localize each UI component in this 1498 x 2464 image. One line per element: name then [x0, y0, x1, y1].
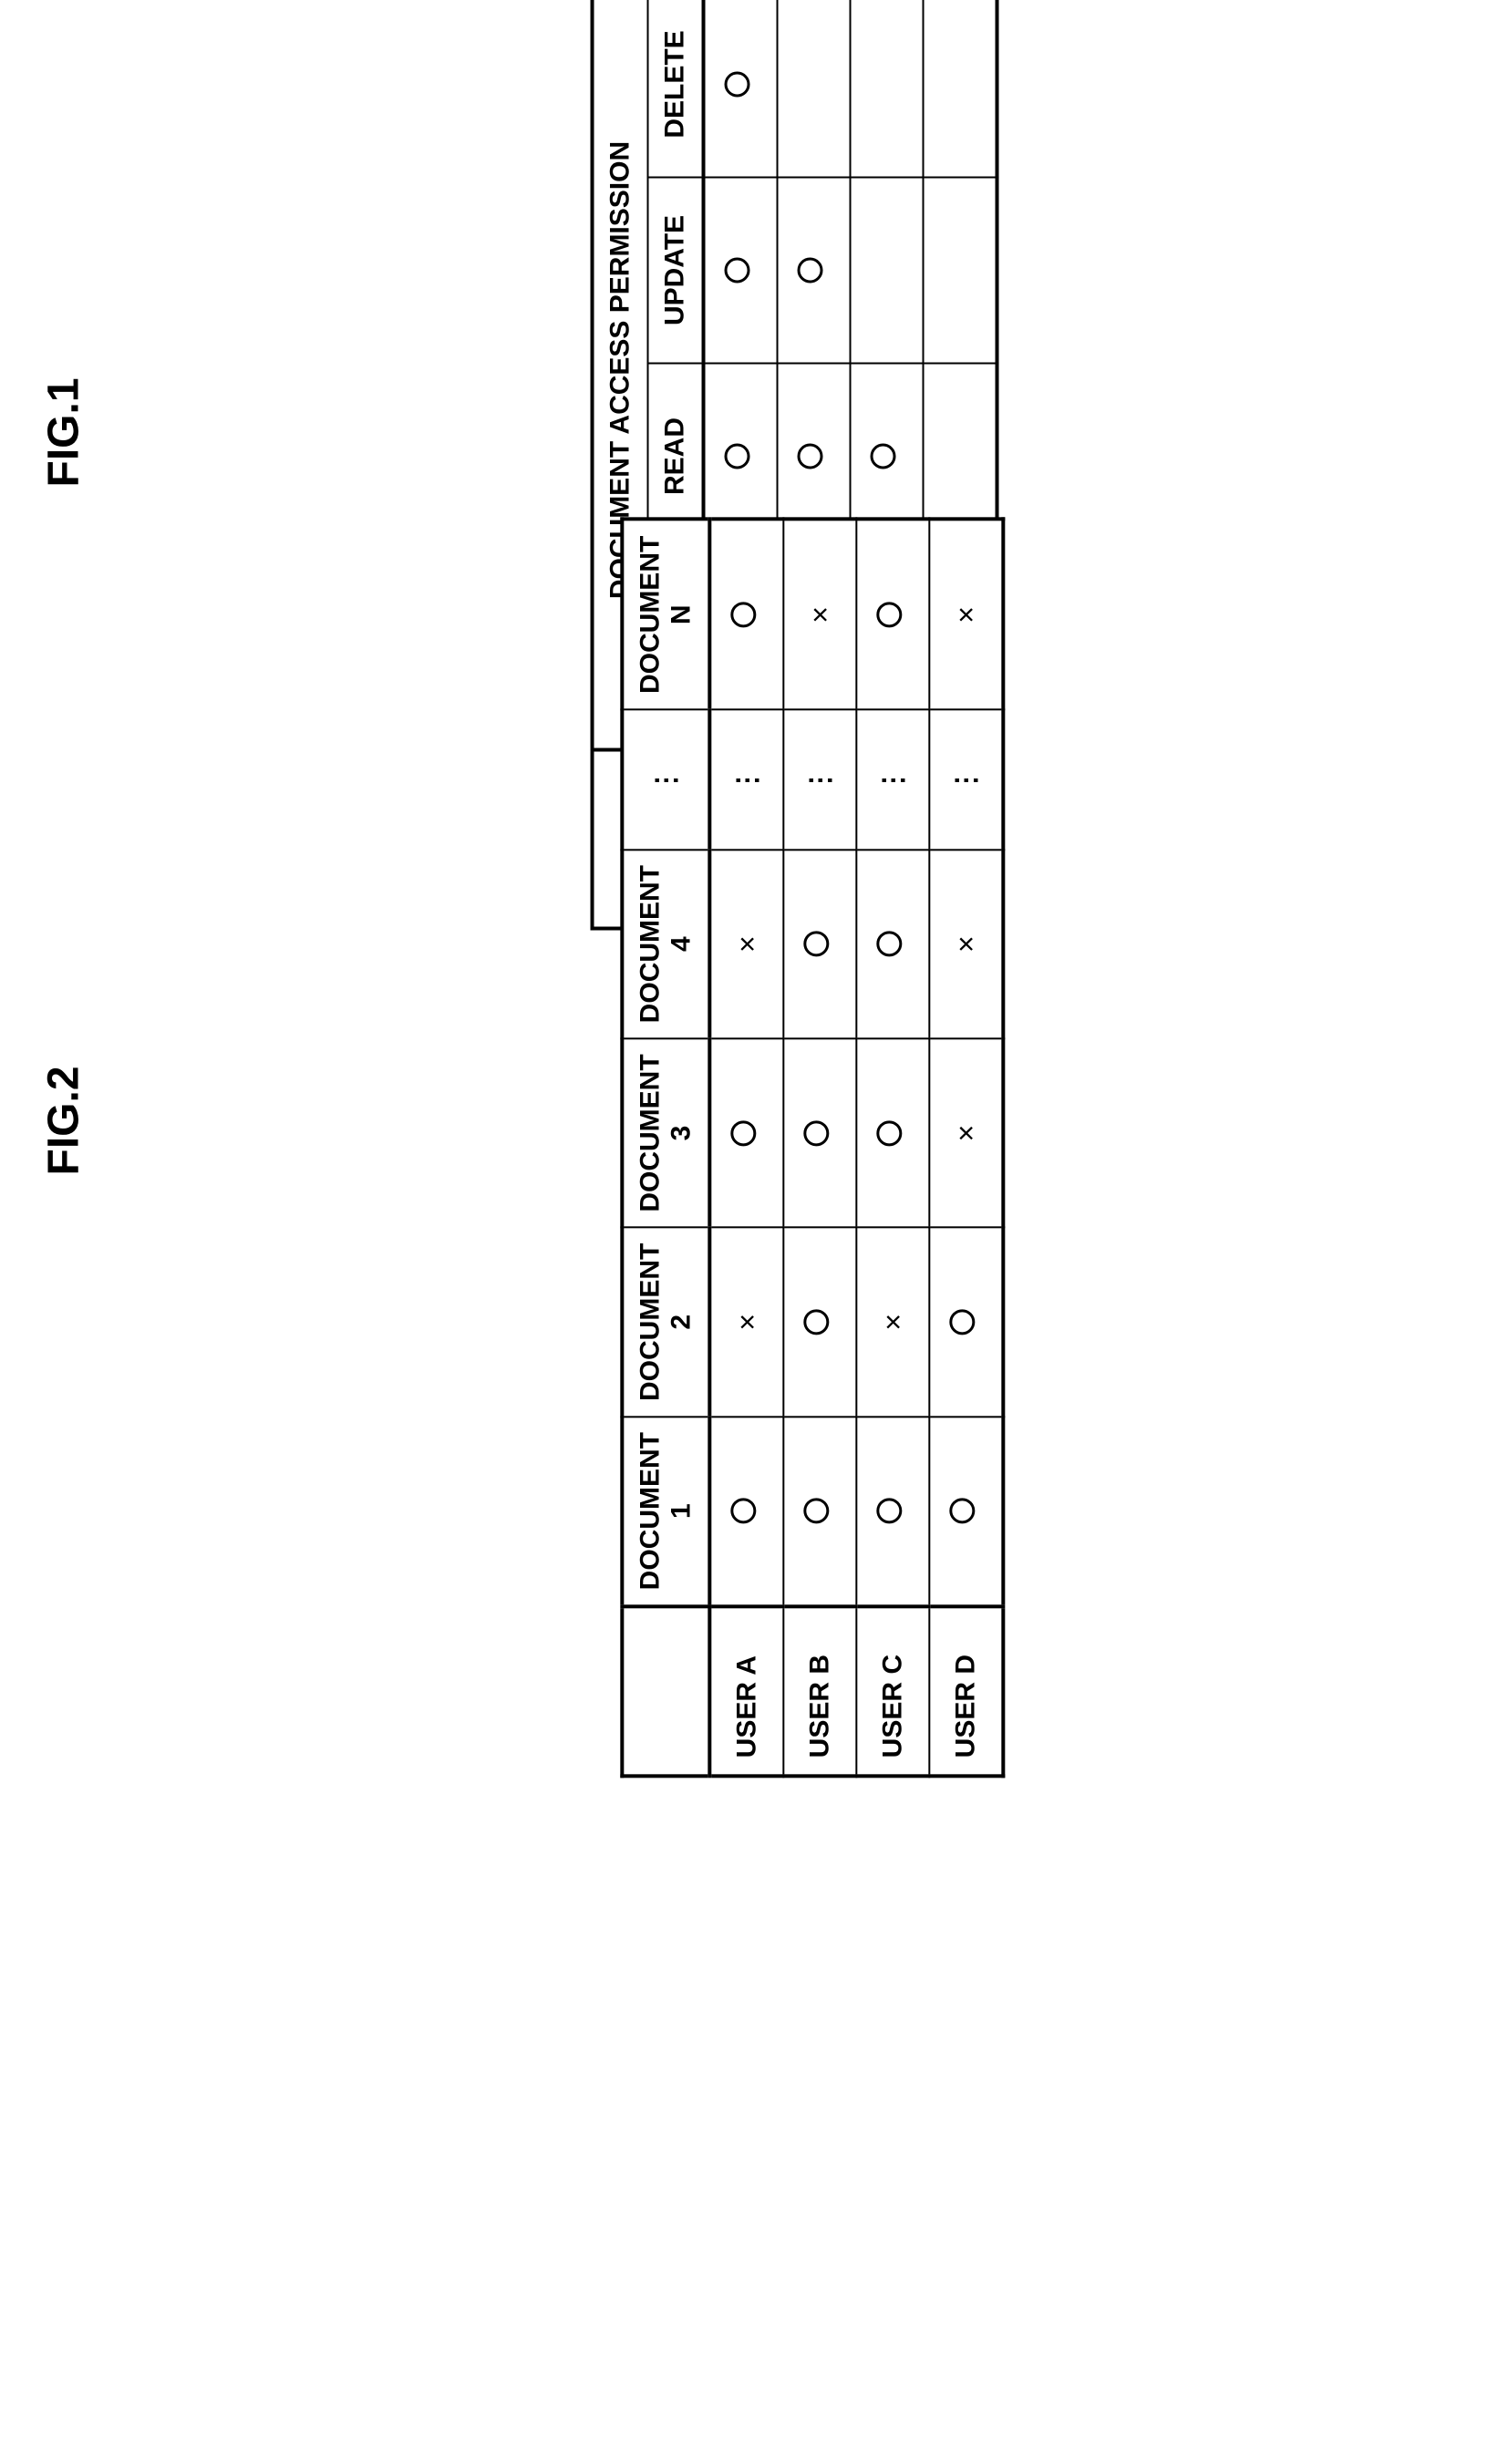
- fig2-cell: ×: [709, 1228, 783, 1417]
- fig1-cell: [924, 177, 997, 363]
- fig1-cell: [778, 177, 851, 363]
- fig2-col-4: ⋮: [622, 709, 709, 850]
- fig2-cell: ⋮: [783, 709, 856, 850]
- fig2-cell: ×: [856, 1228, 929, 1417]
- fig2-cell: [929, 1417, 1003, 1606]
- fig2-corner: [622, 1606, 709, 1776]
- table-row: USER D × × ⋮ ×: [929, 520, 1003, 1777]
- fig2-cell: [783, 1417, 856, 1606]
- circle-icon: [725, 443, 750, 469]
- fig2-col-4-text: ⋮: [651, 765, 681, 794]
- fig2-cell: ×: [929, 520, 1003, 709]
- circle-icon: [798, 443, 823, 469]
- fig2-col-1: DOCUMENT2: [622, 1228, 709, 1417]
- circle-icon: [803, 1499, 829, 1524]
- fig2-user: USER D: [929, 1606, 1003, 1776]
- fig1-cell: [778, 0, 851, 177]
- circle-icon: [725, 71, 750, 97]
- figure-2: FIG.2 DOCUMENT1 DOCUMENT2 DOCUMENT3 DOCU…: [36, 955, 1462, 1340]
- circle-icon: [798, 257, 823, 283]
- circle-icon: [949, 1499, 975, 1524]
- fig2-col-5-text: DOCUMENTN: [635, 536, 696, 694]
- fig2-cell: [856, 1417, 929, 1606]
- fig2-cell: [709, 1038, 783, 1227]
- circle-icon: [803, 1120, 829, 1146]
- fig2-cell: ×: [783, 520, 856, 709]
- fig2-user: USER B: [783, 1606, 856, 1776]
- fig2-cell: [783, 1228, 856, 1417]
- circle-icon: [730, 1499, 756, 1524]
- fig2-cell: ⋮: [856, 709, 929, 850]
- circle-icon: [876, 932, 902, 957]
- fig2-cell: ×: [929, 850, 1003, 1038]
- fig2-table: DOCUMENT1 DOCUMENT2 DOCUMENT3 DOCUMENT4 …: [620, 518, 1005, 1778]
- fig1-col-2: UPDATE: [648, 177, 704, 363]
- circle-icon: [725, 257, 750, 283]
- fig2-col-1-text: DOCUMENT2: [635, 1243, 696, 1401]
- fig2-cell: [856, 1038, 929, 1227]
- vdots-icon: ⋮: [732, 765, 762, 794]
- fig2-cell: [856, 850, 929, 1038]
- fig1-cell: [704, 177, 778, 363]
- fig2-label: FIG.2: [39, 1120, 89, 1175]
- fig2-cell: ×: [709, 850, 783, 1038]
- fig2-cell: [709, 520, 783, 709]
- fig2-col-5: DOCUMENTN: [622, 520, 709, 709]
- fig2-cell: [783, 850, 856, 1038]
- circle-icon: [803, 1309, 829, 1335]
- circle-icon: [730, 1120, 756, 1146]
- fig1-cell: [851, 177, 924, 363]
- circle-icon: [803, 932, 829, 957]
- table-row: USER A × × ⋮: [709, 520, 783, 1777]
- vdots-icon: ⋮: [805, 765, 835, 794]
- vdots-icon: ⋮: [878, 765, 908, 794]
- fig2-col-0-text: DOCUMENT1: [635, 1432, 696, 1590]
- x-icon: ×: [949, 1125, 982, 1142]
- x-icon: ×: [730, 1314, 763, 1331]
- x-icon: ×: [803, 606, 836, 624]
- fig1-cell: [704, 0, 778, 177]
- fig2-col-0: DOCUMENT1: [622, 1417, 709, 1606]
- circle-icon: [876, 602, 902, 627]
- fig1-col-3: DELETE: [648, 0, 704, 177]
- fig2-user: USER A: [709, 1606, 783, 1776]
- fig2-col-3-text: DOCUMENT4: [635, 865, 696, 1023]
- fig2-col-3: DOCUMENT4: [622, 850, 709, 1038]
- vdots-icon: ⋮: [951, 765, 981, 794]
- x-icon: ×: [949, 606, 982, 624]
- circle-icon: [876, 1120, 902, 1146]
- circle-icon: [871, 443, 896, 469]
- fig1-cell: [851, 0, 924, 177]
- circle-icon: [949, 1309, 975, 1335]
- fig2-cell: ⋮: [709, 709, 783, 850]
- circle-icon: [730, 602, 756, 627]
- circle-icon: [876, 1499, 902, 1524]
- table-row: USER B ⋮ ×: [783, 520, 856, 1777]
- fig2-cell: ⋮: [929, 709, 1003, 850]
- fig1-cell: [924, 0, 997, 177]
- fig2-col-2-text: DOCUMENT3: [635, 1054, 696, 1211]
- fig2-user: USER C: [856, 1606, 929, 1776]
- fig2-cell: ×: [929, 1038, 1003, 1227]
- fig2-col-2: DOCUMENT3: [622, 1038, 709, 1227]
- fig2-cell: [929, 1228, 1003, 1417]
- fig1-label: FIG.1: [39, 432, 89, 487]
- table-row: USER C × ⋮: [856, 520, 929, 1777]
- x-icon: ×: [949, 935, 982, 953]
- fig2-cell: [856, 520, 929, 709]
- x-icon: ×: [876, 1314, 909, 1331]
- fig2-cell: [783, 1038, 856, 1227]
- x-icon: ×: [730, 935, 763, 953]
- fig2-cell: [709, 1417, 783, 1606]
